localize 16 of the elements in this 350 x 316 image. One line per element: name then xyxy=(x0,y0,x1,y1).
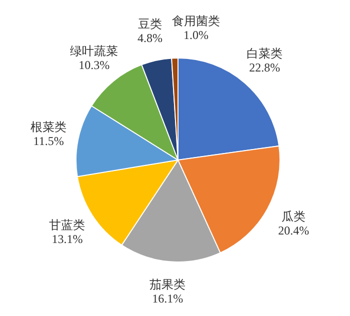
slice-label: 食用菌类 xyxy=(172,14,220,28)
slice-label: 绿叶蔬菜 xyxy=(70,44,118,58)
data-label: 22.8% xyxy=(249,60,280,74)
data-label: 20.4% xyxy=(278,224,310,238)
data-label: 10.3% xyxy=(78,58,110,72)
data-label: 1.0% xyxy=(184,28,209,42)
data-label: 13.1% xyxy=(52,232,83,246)
slice-label: 甘蓝类 xyxy=(49,218,86,232)
slice-label: 根菜类 xyxy=(30,120,67,134)
slice-label: 豆类 xyxy=(138,17,162,31)
slice-label: 白菜类 xyxy=(246,46,283,60)
data-label: 4.8% xyxy=(138,31,163,45)
slice-label: 瓜类 xyxy=(282,210,306,224)
data-label: 11.5% xyxy=(33,134,64,148)
slice-label: 茄果类 xyxy=(150,278,186,292)
data-label: 16.1% xyxy=(152,292,184,306)
